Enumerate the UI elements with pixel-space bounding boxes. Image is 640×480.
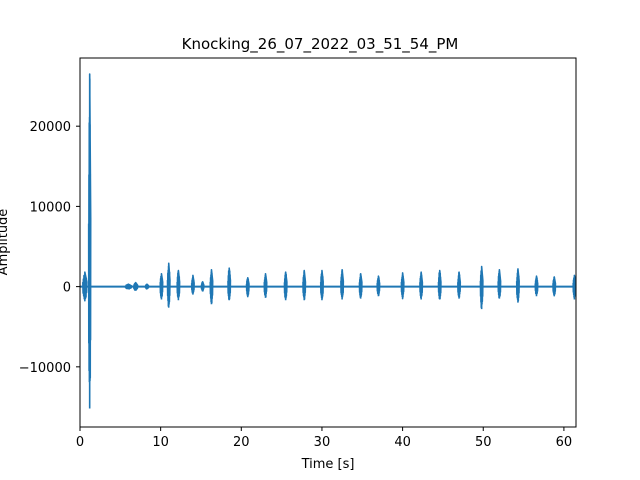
signal-burst	[419, 271, 424, 300]
signal-burst	[534, 275, 539, 297]
signal-burst	[263, 272, 268, 298]
signal-burst	[245, 276, 250, 298]
y-axis: −10000 0 10000 20000	[19, 120, 80, 376]
y-tick-label: −10000	[19, 361, 71, 376]
signal-burst	[479, 265, 484, 310]
signal-burst	[340, 268, 345, 300]
signal-burst	[159, 272, 164, 300]
x-tick-label: 10	[152, 435, 169, 450]
signal-burst	[209, 268, 214, 305]
signal-burst	[227, 267, 232, 301]
signal-burst	[82, 271, 88, 302]
signal-burst	[166, 262, 171, 308]
signal-burst	[302, 269, 307, 301]
signal-burst	[190, 274, 195, 295]
signal-burst	[497, 268, 502, 299]
x-axis-label: Time [s]	[301, 457, 355, 472]
y-tick-label: 0	[63, 281, 71, 296]
plot-area	[80, 73, 576, 409]
signal-burst	[376, 275, 381, 297]
signal-burst	[358, 272, 363, 299]
signal-burst	[200, 281, 205, 292]
x-tick-label: 20	[233, 435, 250, 450]
signal-burst	[319, 269, 324, 301]
y-axis-label: Amplitude	[0, 209, 11, 276]
signal-burst	[144, 283, 150, 290]
x-tick-label: 0	[76, 435, 84, 450]
x-axis: 0 10 20 30 40 50 60	[76, 427, 572, 450]
x-tick-label: 30	[314, 435, 331, 450]
signal-burst	[572, 274, 576, 300]
y-tick-label: 10000	[30, 200, 71, 215]
x-tick-label: 50	[475, 435, 492, 450]
signal-burst	[400, 272, 405, 300]
y-tick-label: 20000	[30, 120, 71, 135]
signal-burst	[87, 73, 92, 409]
x-tick-label: 40	[394, 435, 411, 450]
x-tick-label: 60	[556, 435, 573, 450]
plot-frame	[79, 57, 577, 428]
signal-burst	[515, 268, 520, 303]
signal-burst	[176, 269, 181, 301]
signal-burst	[124, 283, 133, 290]
signal-burst	[437, 269, 442, 300]
signal-burst	[457, 271, 462, 299]
signal-burst	[132, 281, 139, 291]
signal-burst	[552, 276, 557, 297]
signal-burst	[283, 271, 288, 301]
chart-title: Knocking_26_07_2022_03_51_54_PM	[182, 35, 459, 54]
